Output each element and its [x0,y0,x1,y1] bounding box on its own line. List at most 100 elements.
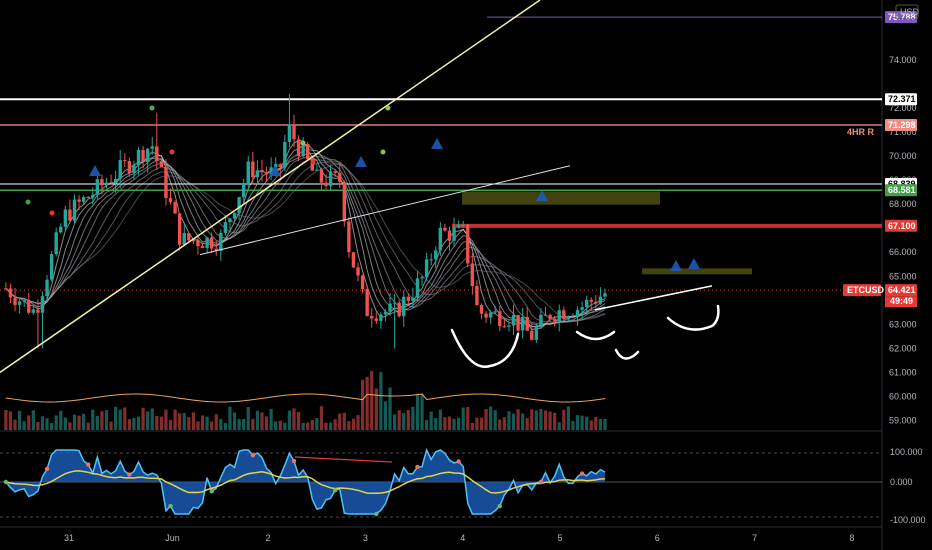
candle-body [187,233,191,241]
candle-body [177,213,182,245]
candle-body [383,311,388,315]
yellow-trendline [0,0,541,373]
volume-bar [173,409,177,430]
candle-body [100,179,104,186]
volume-bar [72,414,77,430]
hand-drawn-curve [666,304,720,331]
osc-signal-dot [127,472,132,477]
volume-bar [168,420,173,430]
volume-bar [296,412,301,430]
volume-bar [333,419,337,430]
time-tick-label: 6 [655,533,660,543]
candle-body [301,144,305,157]
candle-body [507,325,511,327]
candle-body [251,161,255,178]
time-tick-label: 5 [558,533,563,543]
candle-body [228,218,232,223]
signal-dot [49,210,55,216]
price-tag-label: 68.839 [888,179,916,189]
hand-drawn-curve [575,330,616,341]
currency-label: USD [900,7,920,17]
supply-zone-box [642,268,752,275]
osc-signal-dot [456,459,461,464]
candle-body [219,232,223,251]
osc-signal-dot [250,452,256,458]
candle-body [429,259,433,261]
volume-bar [310,419,314,430]
candle-body [118,160,122,179]
candle-body [594,301,598,304]
candle-body [17,301,22,305]
volume-bar [489,406,493,430]
candle-body [511,315,516,326]
volume-bar [580,415,584,430]
candle-body [475,286,479,306]
volume-bar [397,410,401,430]
candle-body [406,296,411,301]
volume-layer [4,370,607,430]
osc-signal-dot [332,488,338,493]
volume-bar [22,421,26,430]
volume-bar [8,411,13,430]
volume-bar [114,406,118,430]
candle-body [168,198,173,203]
volume-bar [164,409,168,430]
signal-dot [380,149,386,155]
candle-body [40,296,45,313]
volume-bar [210,421,214,430]
signal-dot [385,105,391,111]
candle-body [260,170,264,173]
volume-bar [18,410,22,430]
candle-body [516,315,520,331]
price-tick-label: 63.000 [889,319,917,329]
candle-body [91,194,95,198]
volume-bar [242,418,246,430]
time-tick-label: 4 [460,533,465,543]
volume-bar [466,407,470,430]
volume-bar [420,393,424,430]
countdown-tag [885,296,917,308]
candle-body [342,181,346,222]
candle-body [283,141,287,168]
price-tick-label: 65.000 [889,271,917,281]
volume-bar [77,415,81,430]
candle-body [77,199,81,202]
candle-body [127,161,132,173]
volume-bar [365,376,369,430]
price-tick-label: 61.000 [889,367,917,377]
candle-body [113,178,118,184]
price-tag-label: 72.371 [888,94,916,104]
candle-body [287,124,292,142]
candle-body [31,309,36,313]
volume-bar [360,379,365,430]
volume-bar [457,417,461,430]
price-tag [885,11,917,24]
volume-bar [534,410,538,430]
volume-bar [45,418,49,430]
osc-signal-dot [538,479,544,485]
price-tick-label: 60.000 [889,391,917,401]
candle-body [209,237,214,249]
time-tick-label: 8 [849,533,854,543]
volume-bar [123,407,127,430]
candle-body [479,305,484,314]
price-tag [885,219,917,232]
volume-bar [187,417,191,430]
price-tick-label: 68.000 [889,199,917,209]
candle-body [150,146,154,149]
candle-body [328,171,333,186]
candle-body [86,196,90,198]
volume-bar [136,416,141,430]
volume-bar [388,387,392,430]
candle-body [310,159,314,171]
candle-body [81,196,86,202]
candle-body [493,311,497,313]
candle-body [452,227,456,241]
candle-body [571,317,575,319]
volume-bar [214,414,218,430]
candle-body [411,297,415,301]
candle-body [59,226,63,233]
candle-body [145,148,150,162]
ma-ribbon-line [5,152,606,326]
